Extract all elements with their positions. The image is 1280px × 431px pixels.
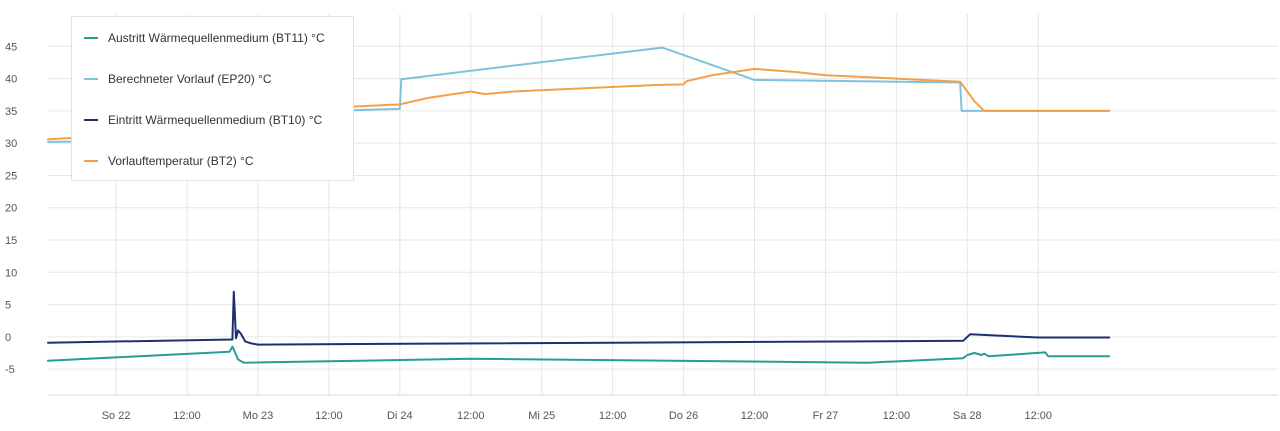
x-tick-label: 12:00 [457,410,485,422]
x-tick-label: Di 24 [387,410,413,422]
y-tick-label: -5 [5,364,15,376]
x-tick-label: Fr 27 [813,410,839,422]
x-tick-label: 12:00 [741,410,769,422]
series-line-3 [47,290,1111,346]
y-tick-label: 45 [5,41,17,53]
y-tick-label: 35 [5,106,17,118]
x-tick-label: 12:00 [599,410,627,422]
x-tick-label: Mo 23 [243,410,274,422]
legend-label: Eintritt Wärmequellenmedium (BT10) °C [108,113,323,127]
legend-swatch [84,37,98,39]
x-tick-label: 12:00 [883,410,911,422]
x-tick-label: 12:00 [173,410,201,422]
legend-swatch [84,78,98,80]
legend-item[interactable]: Eintritt Wärmequellenmedium (BT10) °C [84,113,322,127]
legend-swatch [84,160,98,162]
axis-layer: -5 0 5 10 15 20 25 30 35 40 45 So 22 12:00 Mo 23 12:00… [5,41,1278,422]
legend-item[interactable]: Vorlauftemperatur (BT2) °C [84,154,254,168]
y-tick-label: 5 [5,300,11,312]
x-tick-label: Mi 25 [528,410,555,422]
y-tick-label: 40 [5,74,17,86]
y-tick-label: 15 [5,235,17,247]
y-tick-label: 25 [5,170,17,182]
chart-legend: Austritt Wärmequellenmedium (BT11) °C Ber… [71,16,354,181]
legend-label: Vorlauftemperatur (BT2) °C [108,154,254,168]
legend-label: Berechneter Vorlauf (EP20) °C [108,72,272,86]
legend-label: Austritt Wärmequellenmedium (BT11) °C [108,31,325,45]
legend-item[interactable]: Austritt Wärmequellenmedium (BT11) °C [84,31,325,45]
x-tick-label: 12:00 [315,410,343,422]
legend-item[interactable]: Berechneter Vorlauf (EP20) °C [84,72,272,86]
y-tick-label: 10 [5,267,17,279]
legend-swatch [84,119,98,121]
y-tick-label: 20 [5,203,17,215]
x-tick-label: Sa 28 [953,410,982,422]
y-tick-label: 30 [5,138,17,150]
x-tick-label: Do 26 [669,410,698,422]
x-tick-label: So 22 [102,410,131,422]
y-tick-label: 0 [5,332,11,344]
x-tick-label: 12:00 [1024,410,1052,422]
series-line-1 [47,345,1111,364]
